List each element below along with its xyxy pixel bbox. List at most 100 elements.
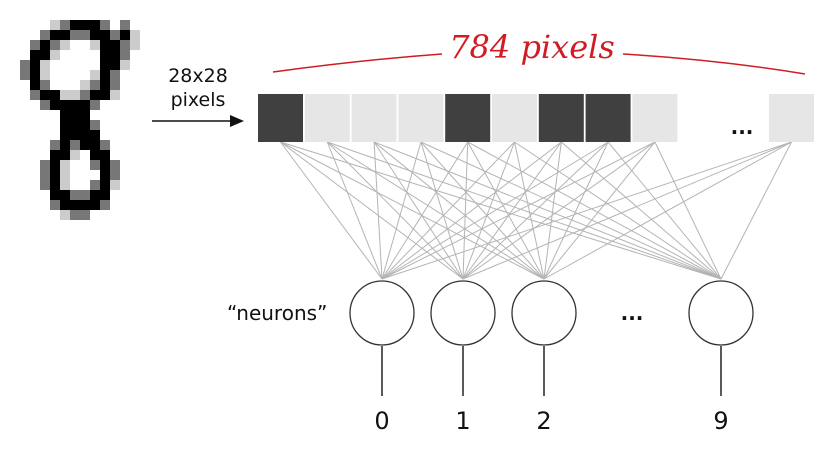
digit-pixel xyxy=(110,170,120,180)
digit-pixel xyxy=(60,150,70,160)
digit-pixel xyxy=(120,40,130,50)
connection-line xyxy=(607,141,722,280)
digit-pixel xyxy=(70,20,80,30)
pixel-row-ellipsis: ... xyxy=(731,115,754,139)
connection-line xyxy=(462,141,656,280)
digit-pixel xyxy=(50,160,60,170)
output-label: 0 xyxy=(374,407,389,435)
digit-pixel xyxy=(90,200,100,210)
connections xyxy=(280,141,792,280)
digit-pixel xyxy=(60,100,70,110)
digit-pixel xyxy=(80,210,90,220)
connection-line xyxy=(280,141,545,280)
digit-pixel xyxy=(50,40,60,50)
connection-line xyxy=(514,141,722,280)
digit-pixel xyxy=(80,100,90,110)
digit-pixel xyxy=(110,90,120,100)
connection-line xyxy=(326,141,464,280)
digit-pixel xyxy=(120,30,130,40)
digit-pixel xyxy=(70,130,80,140)
digit-pixel xyxy=(60,30,70,40)
digit-pixel xyxy=(70,200,80,210)
connection-line xyxy=(720,141,792,280)
connection-line xyxy=(381,141,515,280)
digit-pixel xyxy=(60,20,70,30)
neuron xyxy=(688,280,754,346)
connection-line xyxy=(420,141,545,280)
digit-pixel xyxy=(80,90,90,100)
digit-pixel xyxy=(30,80,40,90)
connection-line xyxy=(543,141,562,280)
digit-pixel xyxy=(100,140,110,150)
digit-pixel xyxy=(110,180,120,190)
digit-pixel xyxy=(110,60,120,70)
neuron xyxy=(430,280,496,346)
digit-pixel xyxy=(50,100,60,110)
digit-pixel xyxy=(60,180,70,190)
connection-line xyxy=(327,141,545,280)
digit-pixel xyxy=(40,40,50,50)
pixel-cell-dark xyxy=(538,94,584,142)
digit-pixel xyxy=(90,180,100,190)
connection-line xyxy=(462,141,515,280)
digit-pixel xyxy=(90,80,100,90)
arrow-head-icon xyxy=(230,115,244,127)
neurons-ellipsis: ... xyxy=(621,301,644,325)
input-pixels-label: pixels xyxy=(171,89,226,111)
connection-line xyxy=(514,141,545,280)
connection-line xyxy=(654,141,722,280)
digit-pixel xyxy=(50,30,60,40)
digit-pixel xyxy=(80,20,90,30)
digit-pixel xyxy=(130,30,140,40)
digit-pixel xyxy=(100,70,110,80)
digit-pixel xyxy=(110,160,120,170)
digit-pixel xyxy=(60,140,70,150)
digit-pixel xyxy=(40,90,50,100)
pixel-cell-light xyxy=(769,94,814,142)
connection-line xyxy=(543,141,792,280)
digit-pixel xyxy=(80,130,90,140)
neuron xyxy=(511,280,577,346)
connection-line xyxy=(280,141,383,280)
digit-pixel xyxy=(100,200,110,210)
digit-pixel xyxy=(70,100,80,110)
digit-pixel xyxy=(70,90,80,100)
connection-line xyxy=(543,141,656,280)
digit-pixel xyxy=(80,140,90,150)
digit-pixel xyxy=(60,210,70,220)
pixel-cell-dark xyxy=(258,94,303,142)
digit-pixel xyxy=(100,160,110,170)
digit-pixel xyxy=(60,110,70,120)
digit-pixel xyxy=(90,160,100,170)
digit-pixel xyxy=(110,80,120,90)
digit-pixel xyxy=(120,50,130,60)
digit-pixel xyxy=(100,80,110,90)
connection-line xyxy=(373,141,722,280)
digit-pixel xyxy=(110,50,120,60)
connection-line xyxy=(373,141,383,280)
connection-line xyxy=(381,141,469,280)
digit-pixel xyxy=(40,80,50,90)
output-label: 1 xyxy=(455,407,470,435)
digit-pixel xyxy=(60,160,70,170)
digit-pixel xyxy=(90,70,100,80)
digit-pixel xyxy=(120,60,130,70)
neuron xyxy=(349,280,415,346)
digit-pixel xyxy=(40,160,50,170)
digit-pixel xyxy=(100,30,110,40)
pixel-cell-light xyxy=(632,94,678,142)
connection-line xyxy=(381,141,422,280)
digit-pixel xyxy=(50,90,60,100)
connection-line xyxy=(381,141,562,280)
digit-pixel xyxy=(70,110,80,120)
digit-pixel xyxy=(80,80,90,90)
digit-eight-image xyxy=(20,20,140,220)
digit-pixel xyxy=(40,60,50,70)
connection-line xyxy=(467,141,545,280)
digit-pixel xyxy=(80,110,90,120)
digit-pixel xyxy=(30,40,40,50)
digit-pixel xyxy=(40,170,50,180)
connection-line xyxy=(381,141,609,280)
digit-pixel xyxy=(90,190,100,200)
